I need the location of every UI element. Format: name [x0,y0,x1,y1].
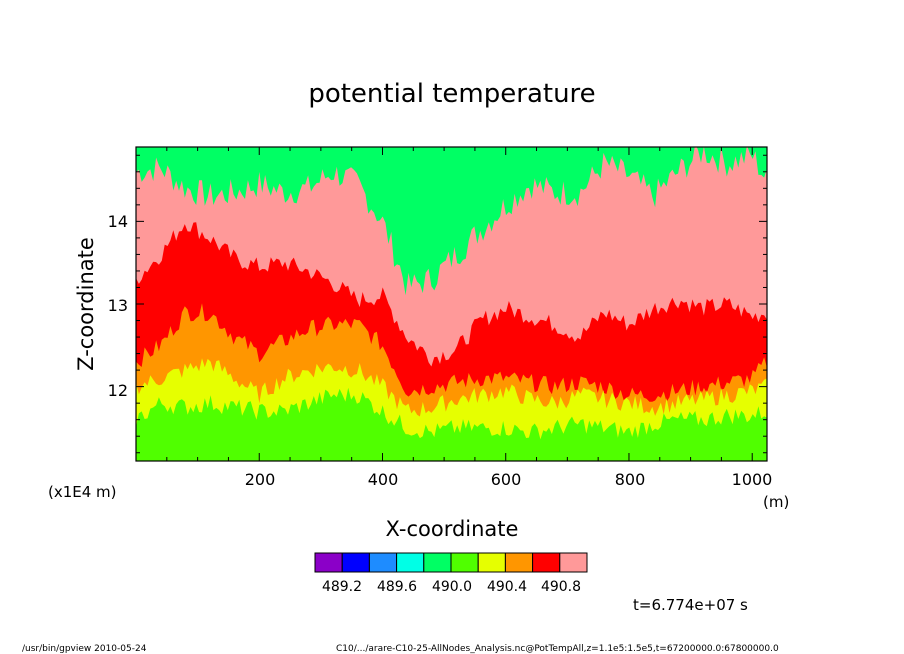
colorbar-swatch [396,552,425,573]
x-tick-label: 800 [615,470,646,489]
colorbar-label: 489.6 [377,579,417,595]
colorbar-swatch [423,552,452,573]
x-tick-label: 200 [245,470,276,489]
colorbar-swatch [314,552,343,573]
y-tick-label: 13 [108,296,128,315]
x-tick-label: 600 [491,470,522,489]
y-tick-label: 14 [108,212,128,231]
x-tick-label: 1000 [732,470,773,489]
x-tick-label: 400 [368,470,399,489]
time-label: t=6.774e+07 s [633,596,748,614]
y-scale-note: (x1E4 m) [48,483,117,501]
x-unit-label: (m) [763,493,789,511]
colorbar-label: 489.2 [322,579,362,595]
colorbar-swatch [559,552,588,573]
axis-ticks [135,147,767,461]
chart-title: potential temperature [308,79,595,109]
footer-program: /usr/bin/gpview 2010-05-24 [22,644,147,654]
colorbar-swatch [504,552,534,573]
colorbar-label: 490.8 [541,579,581,595]
colorbar-swatch [341,552,370,573]
colorbar-swatch [450,552,479,573]
colorbar-label: 490.0 [432,579,472,595]
colorbar-swatch [368,552,398,573]
y-axis-label: Z-coordinate [74,237,98,371]
colorbar-swatch [477,552,506,573]
colorbar-label: 490.4 [487,579,527,595]
contour-fill-layer [136,147,767,461]
contour-band [136,387,767,461]
y-tick-label: 12 [108,381,128,400]
colorbar-swatch [532,552,561,573]
colorbar [314,552,588,573]
x-axis-label: X-coordinate [386,517,519,541]
footer-source: C10/.../arare-C10-25-AllNodes_Analysis.n… [336,644,779,654]
